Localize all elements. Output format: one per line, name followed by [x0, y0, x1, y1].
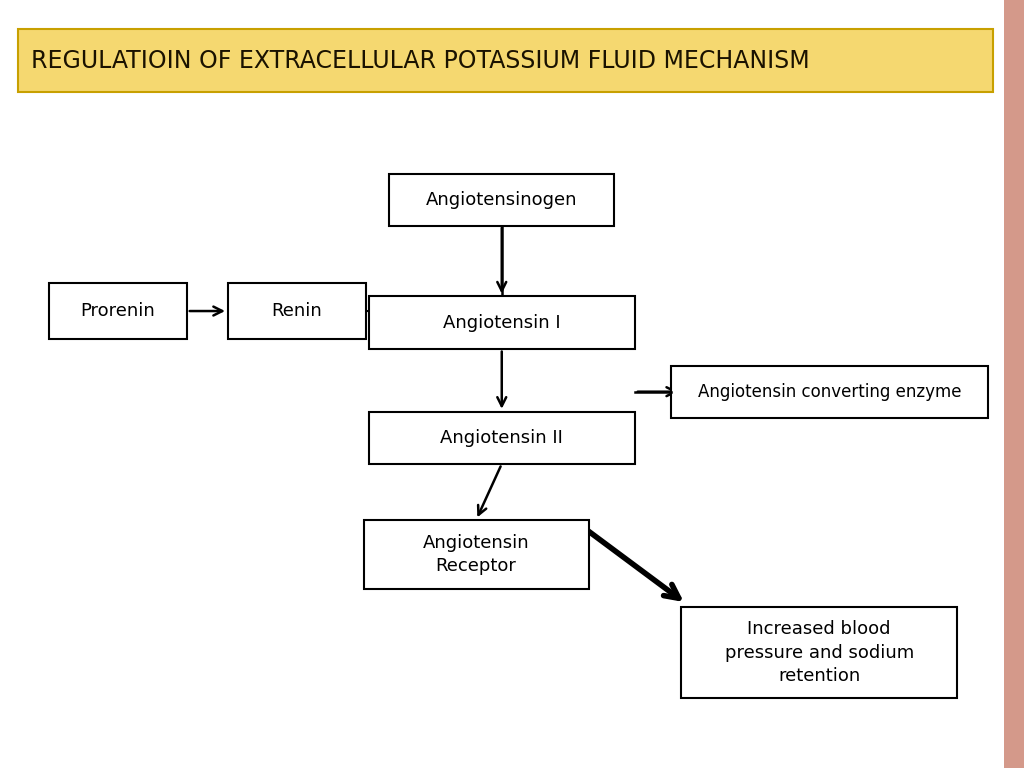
- Text: Prorenin: Prorenin: [81, 302, 155, 320]
- Text: REGULATIOIN OF EXTRACELLULAR POTASSIUM FLUID MECHANISM: REGULATIOIN OF EXTRACELLULAR POTASSIUM F…: [31, 48, 809, 73]
- Text: Angiotensin
Receptor: Angiotensin Receptor: [423, 534, 529, 575]
- FancyBboxPatch shape: [389, 174, 614, 226]
- FancyBboxPatch shape: [681, 607, 957, 698]
- FancyBboxPatch shape: [227, 283, 367, 339]
- Text: Angiotensin converting enzyme: Angiotensin converting enzyme: [697, 382, 962, 401]
- Text: Angiotensinogen: Angiotensinogen: [426, 190, 578, 209]
- Text: Angiotensin II: Angiotensin II: [440, 429, 563, 447]
- Text: Renin: Renin: [271, 302, 323, 320]
- FancyBboxPatch shape: [369, 412, 635, 464]
- FancyBboxPatch shape: [49, 283, 186, 339]
- Text: Angiotensin I: Angiotensin I: [443, 313, 560, 332]
- Text: Increased blood
pressure and sodium
retention: Increased blood pressure and sodium rete…: [725, 621, 913, 685]
- Bar: [1004, 0, 1024, 768]
- FancyBboxPatch shape: [364, 520, 589, 589]
- FancyBboxPatch shape: [369, 296, 635, 349]
- FancyBboxPatch shape: [18, 29, 993, 92]
- FancyBboxPatch shape: [671, 366, 988, 418]
